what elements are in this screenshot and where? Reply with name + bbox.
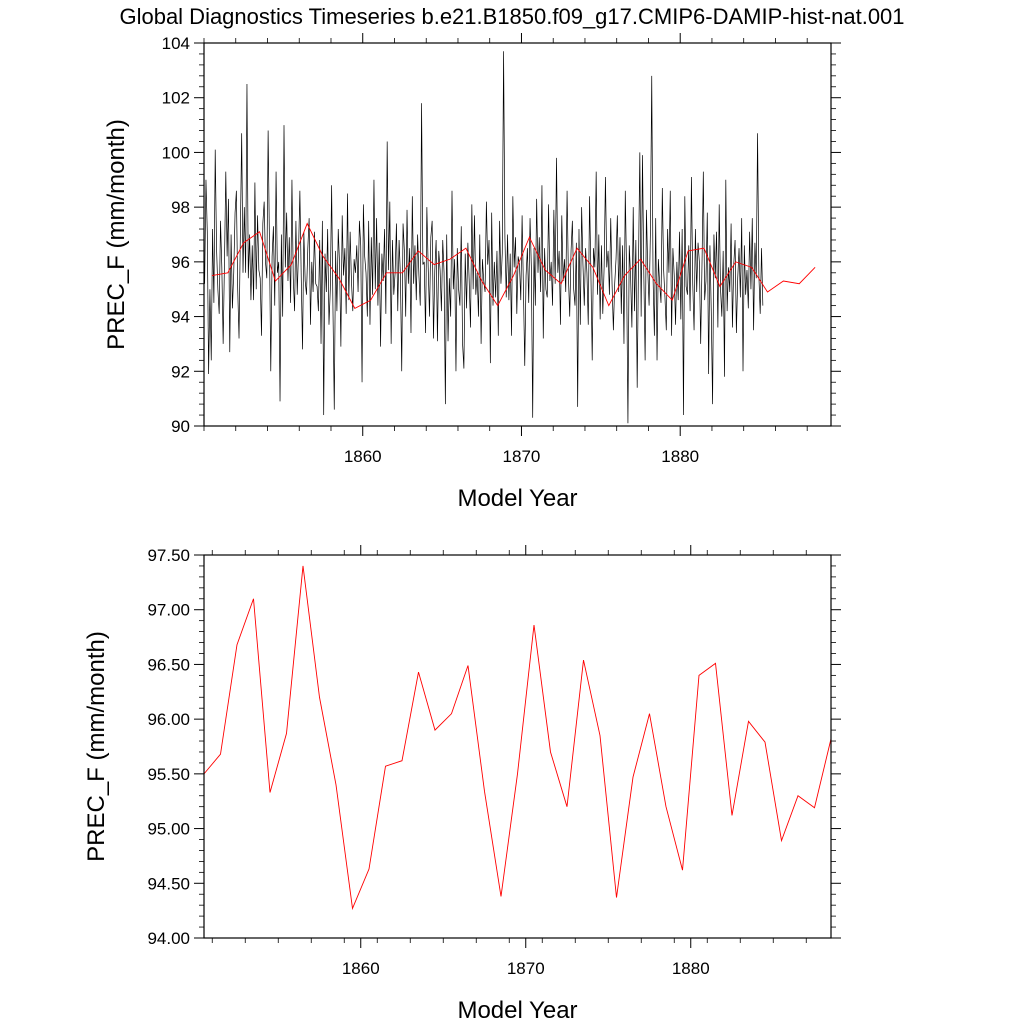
x-tick-label: 1860 (342, 959, 380, 978)
y-tick-label: 90 (171, 417, 190, 436)
series-line-0-monthly (204, 51, 764, 424)
series-line-1-annual (203, 565, 832, 911)
plot-frame-1 (203, 554, 832, 939)
y-tick-label: 96.50 (147, 655, 190, 674)
y-axis-title: PREC_F (mm/month) (103, 119, 130, 350)
x-tick-label: 1870 (507, 959, 545, 978)
y-tick-label: 95.50 (147, 765, 190, 784)
y-tick-label: 98 (171, 198, 190, 217)
y-tick-label: 97.00 (147, 601, 190, 620)
series-line-0-annual (211, 222, 816, 309)
x-tick-label: 1880 (661, 447, 699, 466)
y-tick-label: 102 (162, 89, 190, 108)
x-tick-label: 1870 (503, 447, 541, 466)
x-tick-label: 1880 (672, 959, 710, 978)
plot-frame-0 (203, 42, 832, 427)
x-tick-label: 1860 (344, 447, 382, 466)
y-tick-label: 96.00 (147, 710, 190, 729)
y-tick-label: 100 (162, 143, 190, 162)
y-tick-label: 96 (171, 253, 190, 272)
y-tick-label: 94.50 (147, 874, 190, 893)
y-tick-label: 92 (171, 362, 190, 381)
y-tick-label: 94.00 (147, 929, 190, 948)
y-tick-label: 104 (162, 34, 190, 53)
y-tick-label: 94 (171, 308, 190, 327)
y-axis-title: PREC_F (mm/month) (83, 631, 110, 862)
y-tick-label: 95.00 (147, 820, 190, 839)
y-tick-label: 97.50 (147, 546, 190, 565)
x-axis-title: Model Year (457, 485, 577, 512)
page-title: Global Diagnostics Timeseries b.e21.B185… (119, 4, 905, 29)
x-axis-title: Model Year (457, 997, 577, 1024)
